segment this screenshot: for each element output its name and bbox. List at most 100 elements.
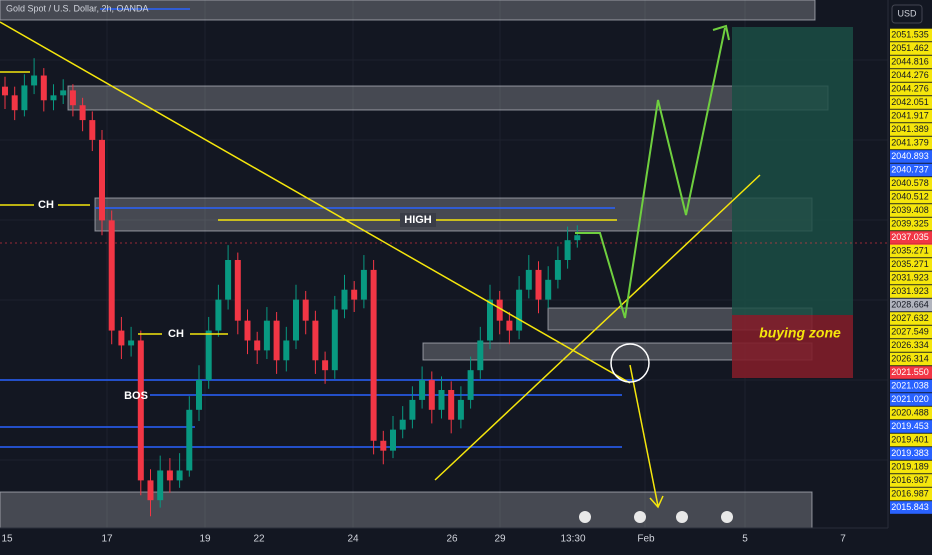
target-box (732, 27, 853, 315)
candle-body (108, 220, 115, 331)
candle-body (118, 330, 125, 346)
candle-body (496, 299, 503, 321)
candles (2, 58, 581, 517)
date-label: 26 (446, 534, 458, 545)
candle-body (273, 320, 280, 361)
date-axis: 15 17 19 22 24 26 29 13:30 Feb 5 7 (1, 534, 846, 545)
date-label: 19 (199, 534, 211, 545)
candle-body (409, 399, 416, 420)
candle-body (147, 480, 154, 501)
candle-body (40, 75, 47, 101)
price-label: 2016.987 (891, 475, 929, 485)
levels (0, 8, 640, 448)
candle-body (351, 289, 358, 300)
price-label-bg (890, 82, 932, 96)
candle-body (2, 86, 8, 96)
price-label-bg (890, 325, 932, 339)
price-label-bg (890, 190, 932, 204)
price-label-bg (890, 460, 932, 474)
price-label-bg (890, 55, 932, 69)
candle-body (564, 240, 571, 260)
date-label: 15 (1, 534, 13, 545)
price-label: 2021.038 (891, 380, 929, 390)
price-label: 2040.737 (891, 164, 929, 174)
candle-body (574, 235, 581, 241)
price-label: 2027.549 (891, 326, 929, 336)
price-label: 2019.401 (891, 434, 929, 444)
candle-body (302, 299, 309, 321)
price-label: 2037.035 (891, 232, 929, 242)
currency-button[interactable] (891, 4, 923, 24)
price-label-bg (890, 339, 932, 352)
price-label: 2044.276 (891, 70, 929, 80)
candle-body (322, 360, 329, 371)
date-label: 22 (253, 534, 265, 545)
candle-body (196, 380, 202, 410)
high-label: HIGH (404, 214, 432, 226)
price-label: 2042.051 (891, 97, 929, 107)
candle-body (176, 470, 183, 481)
candle-body (50, 95, 57, 101)
price-label-bg (890, 244, 932, 258)
projection (575, 24, 730, 319)
candle-body (312, 320, 319, 361)
candle-body (128, 340, 135, 346)
price-label: 2027.632 (891, 313, 929, 323)
price-label: 2019.189 (891, 461, 929, 471)
candle-body (525, 269, 532, 290)
candle-body (506, 320, 513, 331)
price-label-bg (890, 204, 932, 217)
price-label-bg (890, 258, 932, 271)
zones (0, 0, 829, 529)
price-label-bg (890, 150, 932, 163)
price-labels: 2051.535 2051.462 2044.816 2044.276 2044.276… (890, 28, 932, 514)
candle-body (341, 289, 348, 310)
candle-body (516, 289, 523, 331)
price-label: 2021.020 (891, 394, 929, 404)
candle-body (331, 309, 338, 371)
label-bg (34, 198, 58, 212)
price-label: 2019.453 (891, 421, 929, 431)
date-label: 5 (742, 534, 748, 545)
candle-body (137, 340, 144, 481)
candle-body (99, 139, 105, 221)
circle-marker (610, 343, 650, 383)
candle-body (60, 90, 67, 96)
price-label-bg (890, 420, 932, 433)
price-label-bg (890, 352, 932, 366)
price-label-bg (890, 231, 932, 244)
candle-body (283, 340, 290, 361)
price-label: 2019.383 (891, 448, 929, 458)
date-label: 17 (101, 534, 113, 545)
candle-body (370, 269, 377, 441)
candle-body (545, 279, 552, 300)
zone-label: buying zone (759, 325, 841, 341)
price-label-bg (890, 433, 932, 447)
currency[interactable]: USD (897, 8, 917, 18)
price-label: 2051.462 (891, 43, 929, 53)
price-label: 2040.893 (891, 151, 929, 161)
price-label-bg (890, 109, 932, 123)
trendlines (0, 21, 761, 509)
price-label: 2016.987 (891, 488, 929, 498)
candle-body (215, 299, 222, 331)
candle-body (390, 429, 396, 451)
price-label-bg (890, 42, 932, 55)
candle-body (438, 390, 445, 410)
price-label: 2020.488 (891, 407, 929, 417)
date-label: 24 (347, 534, 359, 545)
candle-body (157, 470, 164, 501)
price-label-bg (890, 447, 932, 460)
date-label: Feb (637, 534, 655, 545)
price-label-bg (890, 285, 932, 298)
candle-body (535, 269, 542, 300)
candle-body (21, 85, 28, 111)
candle-body (244, 320, 251, 341)
price-label-bg (890, 406, 932, 420)
price-label-bg (890, 136, 932, 150)
price-label: 2035.271 (891, 245, 929, 255)
candle-body (399, 419, 406, 430)
candle-body (79, 105, 86, 121)
price-label-bg (890, 298, 932, 312)
candle-body (419, 380, 426, 400)
